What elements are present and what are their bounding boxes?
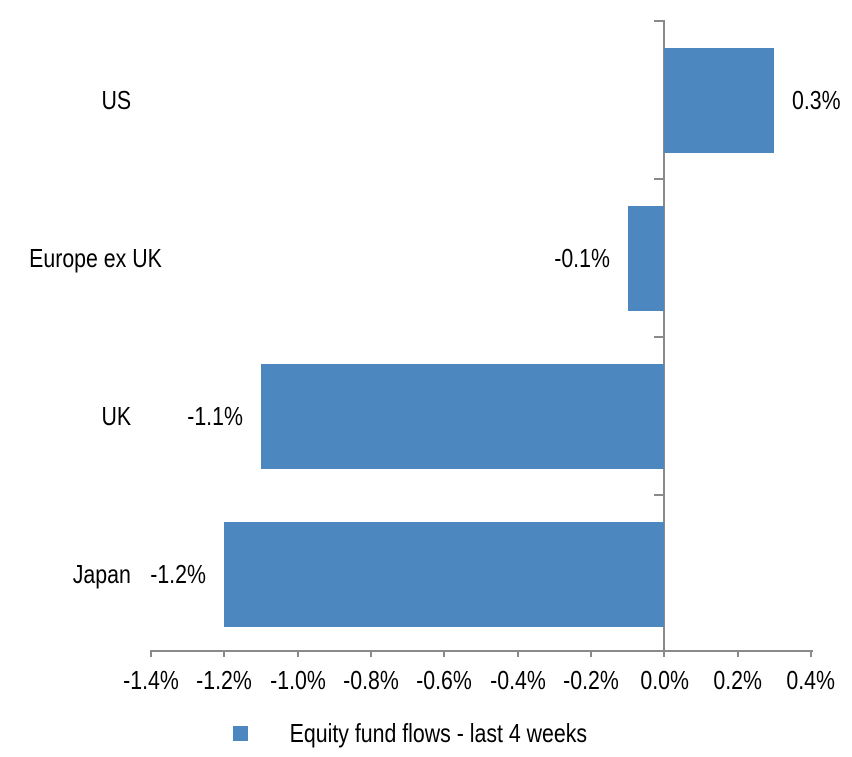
x-axis-tick [296, 650, 299, 657]
x-axis-tick [516, 650, 519, 657]
legend: Equity fund flows - last 4 weeks [0, 716, 852, 750]
zero-axis-line [663, 20, 666, 656]
category-axis-tick [654, 494, 664, 496]
bar-europe-ex-uk [627, 205, 665, 311]
x-axis-tick [663, 650, 666, 657]
category-axis-tick [654, 336, 664, 338]
data-label: 0.3% [792, 85, 841, 115]
x-axis-tick-label: -0.6% [416, 665, 473, 695]
x-axis-tick-label: -0.2% [563, 665, 619, 695]
x-axis-tick-label: 0.0% [640, 665, 689, 695]
category-axis-tick [654, 20, 664, 22]
bar-uk [261, 363, 665, 469]
x-axis-tick [736, 650, 739, 657]
x-axis-tick-label: 0.2% [713, 665, 762, 695]
x-axis-tick-label: -1.4% [123, 665, 179, 695]
data-label: -1.1% [187, 401, 243, 431]
x-axis-tick-label: -1.2% [196, 665, 253, 695]
legend-color-swatch-icon [232, 725, 248, 741]
x-axis-tick [810, 650, 812, 657]
category-label-europe-ex-uk: Europe ex UK [29, 243, 162, 273]
category-label-uk: UK [101, 401, 131, 431]
category-axis-tick [654, 178, 664, 180]
bar-us [664, 47, 775, 153]
x-axis-tick [590, 650, 592, 657]
category-label-us: US [101, 85, 131, 115]
x-axis-tick-label: 0.4% [786, 665, 836, 695]
x-axis-tick-label: -0.4% [489, 665, 546, 695]
data-label: -1.2% [150, 559, 207, 589]
x-axis-tick [443, 650, 446, 657]
legend-label: Equity fund flows - last 4 weeks [289, 718, 587, 748]
x-axis-tick-label: -1.0% [269, 665, 326, 695]
x-axis-tick [223, 650, 226, 657]
bar-japan [224, 521, 665, 627]
x-axis-tick-label: -0.8% [343, 665, 399, 695]
x-axis-tick [370, 650, 372, 657]
x-axis-tick [150, 650, 152, 657]
x-axis-line [151, 650, 813, 652]
category-label-japan: Japan [72, 559, 131, 589]
data-label: -0.1% [553, 243, 610, 273]
